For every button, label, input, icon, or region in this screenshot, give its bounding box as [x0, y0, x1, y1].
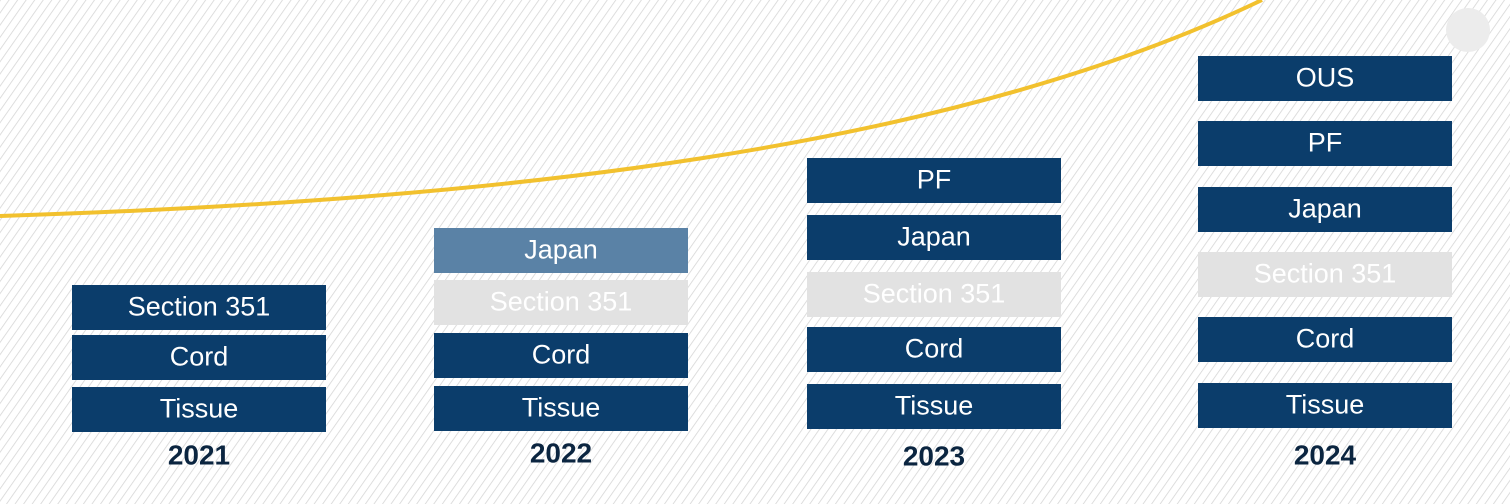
block-label: Section 351 — [1254, 259, 1397, 289]
block-label: Japan — [897, 222, 971, 252]
block-label: Section 351 — [490, 287, 633, 317]
block — [434, 280, 688, 325]
block — [434, 228, 688, 273]
block — [72, 387, 326, 432]
block — [434, 333, 688, 378]
columns: Section 351 Cord Tissue 2021 Japan Section 35… — [72, 56, 1452, 471]
block — [434, 386, 688, 431]
block-label: Cord — [905, 334, 964, 364]
block — [1198, 252, 1452, 297]
block-label: Cord — [1296, 324, 1355, 354]
year-label: 2021 — [168, 439, 230, 470]
corner-button — [1446, 8, 1490, 52]
block-label: Japan — [1288, 194, 1362, 224]
block-label: Tissue — [1286, 390, 1365, 420]
year-label: 2024 — [1294, 439, 1357, 470]
block — [807, 215, 1061, 260]
block — [1198, 187, 1452, 232]
block — [72, 335, 326, 380]
block-label: OUS — [1296, 63, 1355, 93]
block — [1198, 56, 1452, 101]
block-label: Japan — [524, 235, 598, 265]
year-column: PF Japan Section 351 Cord Tissue 2023 — [807, 158, 1061, 471]
year-label: 2022 — [530, 437, 592, 468]
year-column: OUS PF Japan Section 351 Cord Tissue 2024 — [1198, 56, 1452, 470]
year-label: 2023 — [903, 440, 965, 471]
block — [1198, 121, 1452, 166]
block-label: PF — [1308, 128, 1343, 158]
block-label: Cord — [170, 342, 229, 372]
block-label: PF — [917, 165, 952, 195]
block-label: Tissue — [522, 393, 601, 423]
block — [807, 327, 1061, 372]
year-column: Japan Section 351 Cord Tissue 2022 — [434, 228, 688, 468]
year-column: Section 351 Cord Tissue 2021 — [72, 285, 326, 470]
block — [807, 384, 1061, 429]
block-label: Tissue — [160, 394, 239, 424]
block — [807, 272, 1061, 317]
block-label: Tissue — [895, 391, 974, 421]
block-label: Section 351 — [863, 279, 1006, 309]
block-label: Cord — [532, 340, 591, 370]
block — [1198, 383, 1452, 428]
block — [72, 285, 326, 330]
block — [807, 158, 1061, 203]
growth-curve — [0, 0, 1263, 218]
block-label: Section 351 — [128, 292, 271, 322]
block — [1198, 317, 1452, 362]
